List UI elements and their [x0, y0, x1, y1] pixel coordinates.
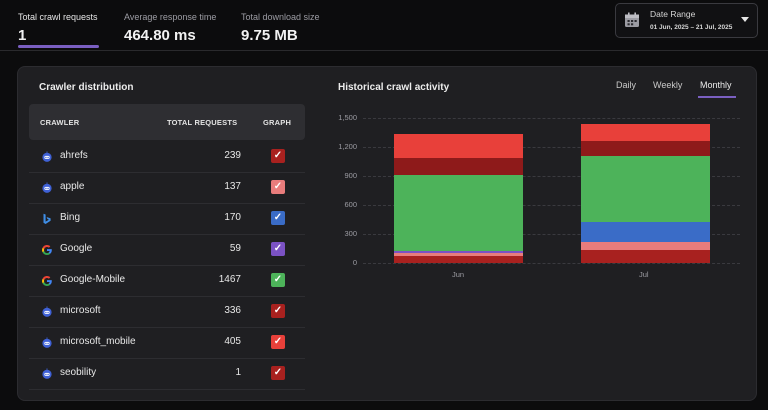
- column-header-graph: GRAPH: [263, 118, 292, 127]
- stat-total-download-size[interactable]: Total download size 9.75 MB: [241, 12, 320, 44]
- stats-bar: Total crawl requests 1 Average response …: [0, 0, 768, 51]
- bar-segment[interactable]: [393, 250, 523, 254]
- crawler-request-count: 59: [229, 243, 241, 254]
- y-axis-tick-label: 1,500: [338, 113, 357, 122]
- stat-value: 464.80 ms: [124, 27, 196, 44]
- crawler-request-count: 405: [224, 336, 241, 347]
- date-range-picker[interactable]: Date Range 01 Jun, 2025 – 21 Jul, 2025: [615, 3, 758, 38]
- crawler-request-count: 1467: [218, 274, 241, 285]
- crawler-name: microsoft_mobile: [60, 336, 136, 347]
- crawler-name: Bing: [60, 212, 81, 223]
- crawler-name: microsoft: [60, 305, 101, 316]
- crawl-panel: Crawler distribution CRAWLER TOTAL REQUE…: [17, 66, 757, 401]
- bot-icon: [41, 336, 53, 348]
- distribution-title: Crawler distribution: [39, 82, 134, 93]
- distribution-table-header: CRAWLER TOTAL REQUESTS GRAPH: [29, 104, 305, 140]
- tab-weekly[interactable]: Weekly: [653, 80, 683, 90]
- gridline: [363, 205, 740, 206]
- bar-segment[interactable]: [580, 250, 710, 263]
- x-axis-tick-label: Jul: [639, 270, 649, 279]
- crawler-row[interactable]: seobility 1 ✓: [29, 358, 305, 390]
- bot-icon: [41, 181, 53, 193]
- graph-toggle-checkbox[interactable]: ✓: [271, 211, 285, 225]
- column-header-crawler[interactable]: CRAWLER: [40, 118, 80, 127]
- crawler-row[interactable]: Bing 170 ✓: [29, 203, 305, 235]
- graph-toggle-checkbox[interactable]: ✓: [271, 149, 285, 163]
- gridline: [363, 118, 740, 119]
- stat-label: Total crawl requests: [18, 12, 98, 22]
- crawler-name: Google: [60, 243, 93, 254]
- bot-icon: [41, 367, 53, 379]
- crawler-request-count: 170: [224, 212, 241, 223]
- bar-segment[interactable]: [580, 141, 710, 156]
- google-icon: [41, 274, 53, 286]
- crawler-name: seobility: [60, 367, 97, 378]
- bar-segment[interactable]: [393, 253, 523, 257]
- crawler-name: Google-Mobile: [60, 274, 126, 285]
- date-range-dates: 01 Jun, 2025 – 21 Jul, 2025: [650, 24, 733, 31]
- stat-value: 1: [18, 27, 27, 44]
- date-range-title: Date Range: [650, 9, 696, 19]
- stat-average-response-time[interactable]: Average response time 464.80 ms: [124, 12, 216, 44]
- bar-segment[interactable]: [580, 155, 710, 223]
- bing-icon: [41, 212, 53, 224]
- crawler-row[interactable]: Google-Mobile 1467 ✓: [29, 265, 305, 297]
- gridline: [363, 147, 740, 148]
- bar-segment[interactable]: [580, 123, 710, 142]
- graph-toggle-checkbox[interactable]: ✓: [271, 366, 285, 380]
- bot-icon: [41, 305, 53, 317]
- activity-title: Historical crawl activity: [338, 82, 450, 93]
- bar-segment[interactable]: [393, 157, 523, 175]
- graph-toggle-checkbox[interactable]: ✓: [271, 273, 285, 287]
- crawler-row[interactable]: microsoft 336 ✓: [29, 296, 305, 328]
- x-axis-tick-label: Jun: [452, 270, 465, 279]
- stat-label: Total download size: [241, 12, 320, 22]
- crawler-name: ahrefs: [60, 150, 88, 161]
- y-axis-tick-label: 0: [352, 258, 357, 267]
- crawler-row[interactable]: Google 59 ✓: [29, 234, 305, 266]
- stat-total-crawl-requests[interactable]: Total crawl requests 1: [18, 12, 98, 44]
- y-axis-tick-label: 1,200: [338, 142, 357, 151]
- gridline: [363, 234, 740, 235]
- bar-segment[interactable]: [580, 241, 710, 251]
- gridline: [363, 176, 740, 177]
- crawler-row[interactable]: apple 137 ✓: [29, 172, 305, 204]
- crawler-request-count: 137: [224, 181, 241, 192]
- bar-segment[interactable]: [580, 222, 710, 242]
- gridline: [363, 263, 740, 264]
- bar-segment[interactable]: [393, 174, 523, 251]
- stat-value: 9.75 MB: [241, 27, 298, 44]
- bar-segment[interactable]: [393, 134, 523, 158]
- tab-daily[interactable]: Daily: [616, 80, 637, 90]
- crawler-request-count: 239: [224, 150, 241, 161]
- graph-toggle-checkbox[interactable]: ✓: [271, 180, 285, 194]
- crawler-request-count: 336: [224, 305, 241, 316]
- crawler-request-count: 1: [235, 367, 241, 378]
- crawler-name: apple: [60, 181, 85, 192]
- bar-segment[interactable]: [393, 256, 523, 263]
- graph-toggle-checkbox[interactable]: ✓: [271, 304, 285, 318]
- y-axis-tick-label: 900: [344, 171, 357, 180]
- bot-icon: [41, 150, 53, 162]
- active-stat-indicator: [18, 45, 99, 48]
- chevron-down-icon[interactable]: [741, 17, 749, 22]
- y-axis-tick-label: 300: [344, 229, 357, 238]
- y-axis-tick-label: 600: [344, 200, 357, 209]
- graph-toggle-checkbox[interactable]: ✓: [271, 335, 285, 349]
- tab-monthly[interactable]: Monthly: [700, 80, 732, 90]
- calendar-icon: [625, 12, 639, 27]
- column-header-total-requests[interactable]: TOTAL REQUESTS: [167, 118, 238, 127]
- stat-label: Average response time: [124, 12, 217, 22]
- crawler-row[interactable]: ahrefs 239 ✓: [29, 141, 305, 173]
- active-tab-indicator: [698, 96, 736, 98]
- crawler-row[interactable]: microsoft_mobile 405 ✓: [29, 327, 305, 359]
- graph-toggle-checkbox[interactable]: ✓: [271, 242, 285, 256]
- google-icon: [41, 243, 53, 255]
